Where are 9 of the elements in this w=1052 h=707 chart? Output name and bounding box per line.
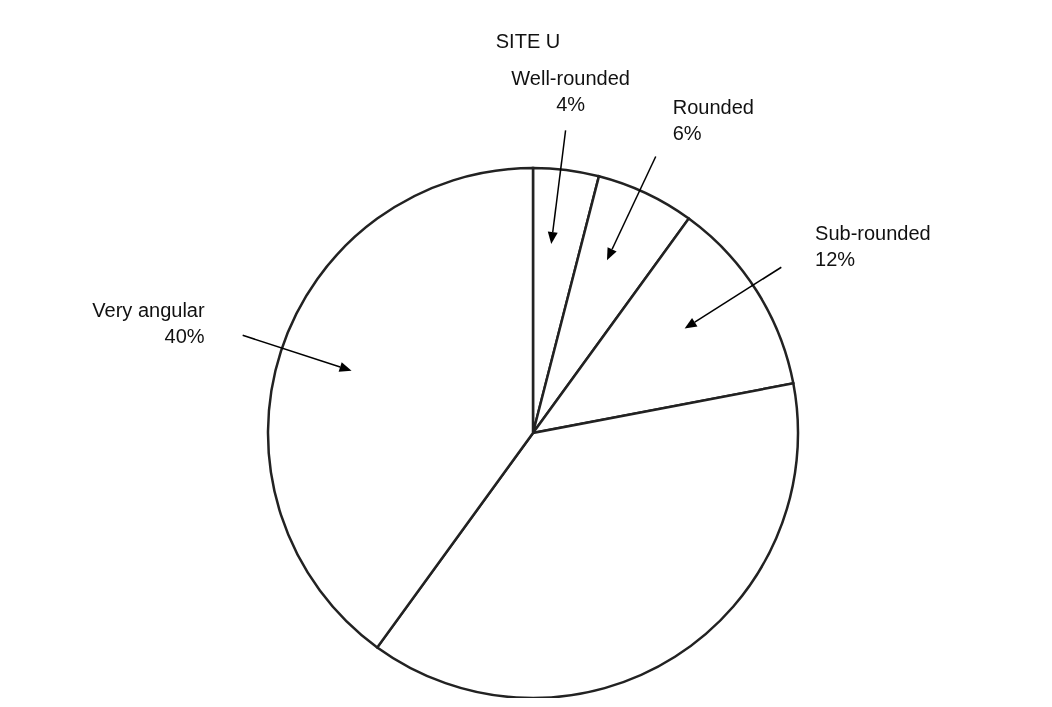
slice-label: Very angular — [92, 298, 205, 321]
data-label: 6% — [672, 122, 702, 145]
data-label: 40% — [164, 324, 205, 347]
data-label: 4% — [556, 92, 586, 115]
data-label: 12% — [815, 247, 856, 270]
chart-title: SITE U — [495, 30, 561, 52]
slice-label: Well-rounded — [511, 66, 630, 89]
slice-label: Rounded — [672, 96, 754, 119]
slice-label: Sub-rounded — [815, 221, 931, 244]
